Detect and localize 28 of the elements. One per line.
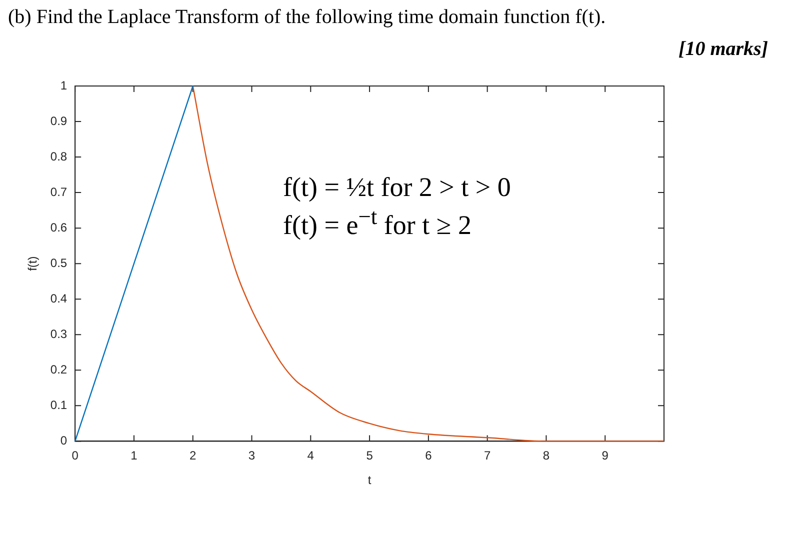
annotation: f(t) = ½t for 2 > t > 0 — [283, 172, 511, 202]
x-tick-label: 4 — [307, 448, 314, 463]
y-tick-label: 1 — [60, 78, 68, 92]
y-tick-label: 0.2 — [50, 362, 68, 376]
x-tick-label: 9 — [602, 448, 609, 463]
y-tick-label: 0.7 — [50, 184, 68, 199]
y-tick-label: 0.9 — [50, 114, 68, 128]
y-tick-label: 0.4 — [50, 291, 68, 306]
y-tick-label: 0.6 — [50, 220, 68, 234]
annotation: f(t) = e$^{−t}$ for t ≥ 2 — [283, 203, 472, 240]
y-tick-label: 0 — [60, 434, 68, 448]
x-tick-label: 0 — [72, 448, 79, 463]
y-tick-label: 0.5 — [50, 256, 68, 270]
x-tick-label: 5 — [366, 448, 374, 463]
x-axis-title: t — [368, 473, 372, 488]
y-tick-label: 0.3 — [50, 326, 68, 341]
text: [10 marks] — [678, 38, 768, 61]
chart-title: (b) Find the Laplace Transform of the following time domain function f(t). — [8, 6, 606, 29]
x-tick-label: 6 — [425, 448, 432, 463]
line-series — [192, 85, 665, 442]
x-tick-label: 3 — [248, 448, 256, 463]
x-tick-label: 8 — [542, 448, 550, 463]
y-axis-title: f(t) — [26, 256, 40, 271]
x-tick-label: 2 — [190, 448, 197, 463]
y-tick-label: 0.1 — [50, 398, 68, 412]
x-tick-label: 1 — [130, 448, 138, 463]
x-tick-label: 7 — [484, 448, 491, 463]
y-tick-label: 0.8 — [50, 149, 68, 164]
